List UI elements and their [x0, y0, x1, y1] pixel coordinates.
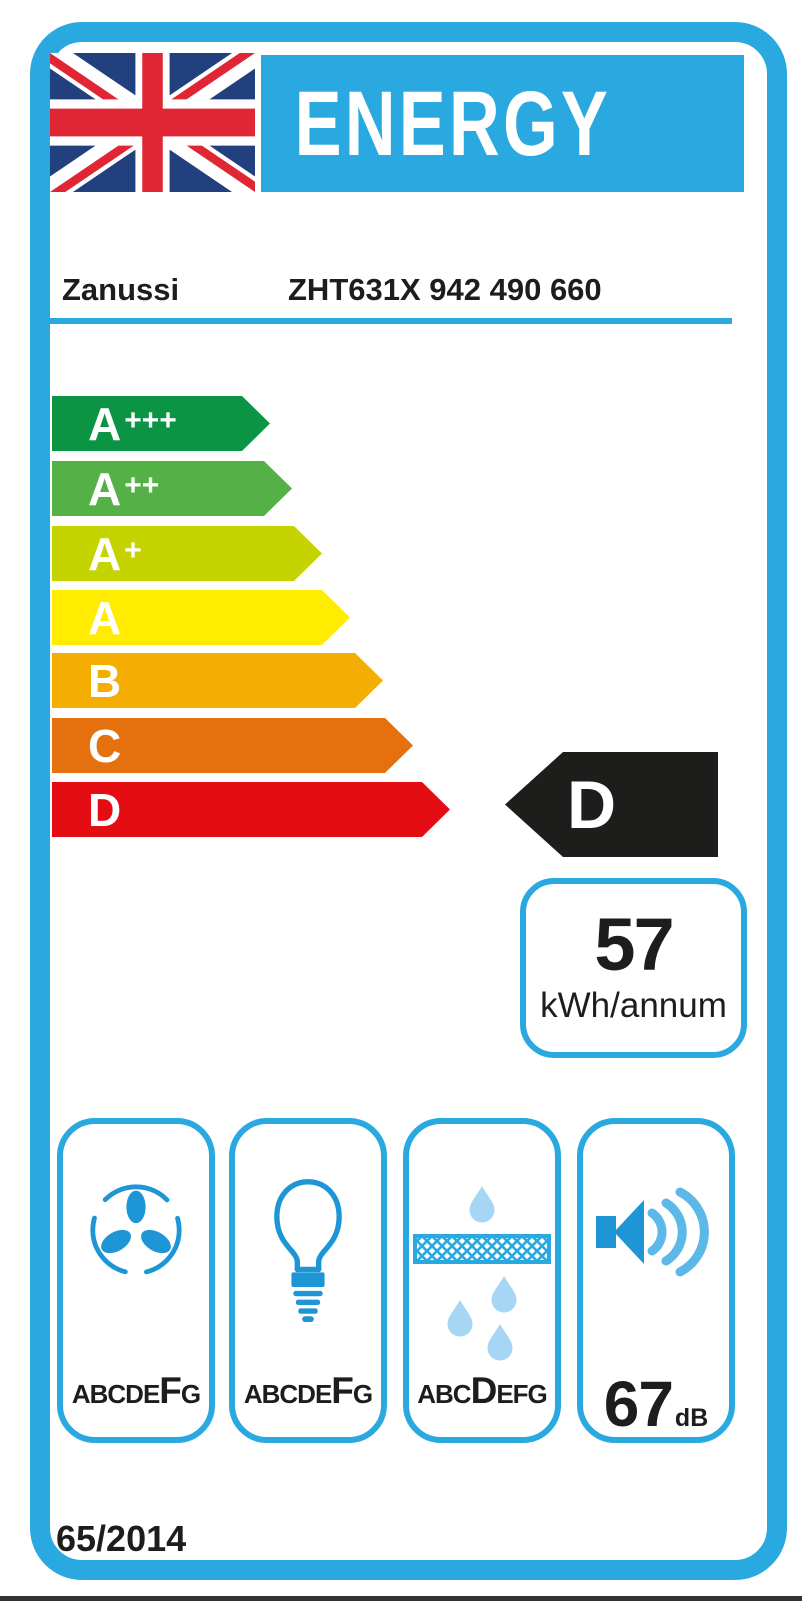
class-letter-grade: D [470, 1370, 498, 1411]
class-letters-post: EFG [496, 1379, 547, 1409]
noise-value: 67 [603, 1368, 674, 1440]
scale-arrow-a-plus3: A +++ [52, 396, 270, 451]
class-letters-pre: ABC [417, 1379, 471, 1409]
grease-filter-box: ABC D EFG [403, 1118, 561, 1443]
scale-letter: A [88, 397, 122, 450]
scale-letter: B [88, 654, 122, 707]
scale-arrow-d: D [52, 782, 450, 837]
class-letter-grade: F [159, 1370, 182, 1411]
consumption-value: 57 [594, 903, 674, 986]
scale-letter: D [88, 783, 122, 836]
scale-letter: A [88, 462, 122, 515]
grease-filter-icon [413, 1186, 551, 1361]
grease-class-letters: ABC D EFG [409, 1370, 555, 1412]
scale-suffix: ++ [124, 468, 160, 502]
class-letters-post: G [352, 1379, 373, 1409]
label-border [30, 22, 787, 1580]
page-bottom-edge [0, 1596, 802, 1601]
scale-letter: C [88, 719, 122, 772]
class-letter-grade: F [331, 1370, 354, 1411]
scale-letter: A [88, 527, 122, 580]
energy-title: ENERGY [294, 71, 611, 175]
energy-banner: ENERGY [261, 55, 744, 192]
scale-arrow-a: A [52, 590, 350, 645]
class-letters-post: G [180, 1379, 201, 1409]
scale-arrow-b: B [52, 653, 383, 708]
class-letters-pre: ABCDE [71, 1379, 160, 1409]
regulation-number: 65/2014 [56, 1518, 187, 1559]
divider-rule [50, 318, 732, 324]
brand-name: Zanussi [62, 272, 180, 307]
noise-unit: dB [674, 1404, 709, 1432]
scale-suffix: +++ [124, 403, 177, 437]
speaker-icon [596, 1187, 709, 1277]
fan-efficiency-box: ABCDE F G [57, 1118, 215, 1443]
model-number: ZHT631X 942 490 660 [288, 272, 602, 307]
consumption-box: 57 kWh/annum [520, 878, 747, 1058]
class-letters-pre: ABCDE [243, 1379, 332, 1409]
scale-suffix: + [124, 533, 142, 567]
noise-level-box: 67 dB [577, 1118, 735, 1443]
fan-class-letters: ABCDE F G [63, 1370, 209, 1412]
lighting-efficiency-box: ABCDE F G [229, 1118, 387, 1443]
consumption-unit: kWh/annum [540, 986, 727, 1025]
scale-arrow-c: C [52, 718, 413, 773]
scale-arrow-a-plus: A + [52, 526, 322, 581]
uk-flag [50, 53, 255, 192]
rating-grade: D [567, 766, 617, 843]
noise-value-line: 67 dB [583, 1372, 729, 1436]
scale-arrow-a-plus2: A ++ [52, 461, 292, 516]
scale-letter: A [88, 591, 122, 644]
bulb-icon [274, 1179, 342, 1323]
lighting-class-letters: ABCDE F G [235, 1370, 381, 1412]
fan-icon [90, 1184, 182, 1276]
